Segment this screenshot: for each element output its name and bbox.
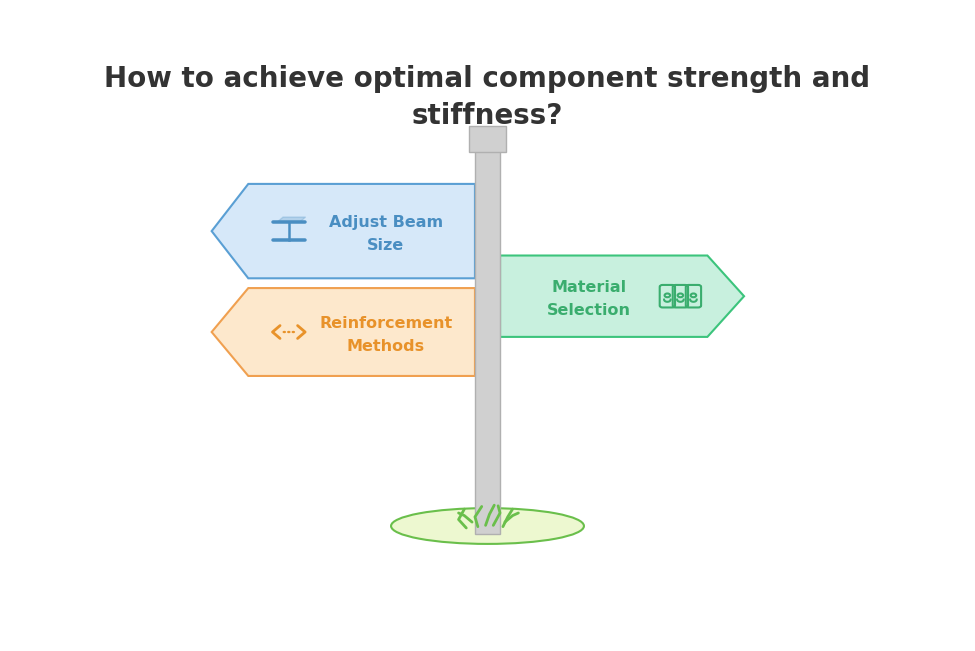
Bar [475,150,500,534]
Text: Adjust Beam: Adjust Beam [329,215,443,230]
Text: Reinforcement: Reinforcement [319,316,452,331]
Text: How to achieve optimal component strength and
stiffness?: How to achieve optimal component strengt… [104,65,871,130]
Text: Methods: Methods [347,339,425,354]
Text: Selection: Selection [547,303,631,318]
Polygon shape [212,288,475,376]
Bar [469,126,506,152]
Polygon shape [212,184,475,279]
Circle shape [283,331,286,333]
Polygon shape [278,217,305,222]
Text: Material: Material [552,280,627,296]
Circle shape [287,331,291,333]
Text: Size: Size [368,238,405,253]
Circle shape [292,331,295,333]
Ellipse shape [391,508,584,544]
Polygon shape [500,255,744,337]
